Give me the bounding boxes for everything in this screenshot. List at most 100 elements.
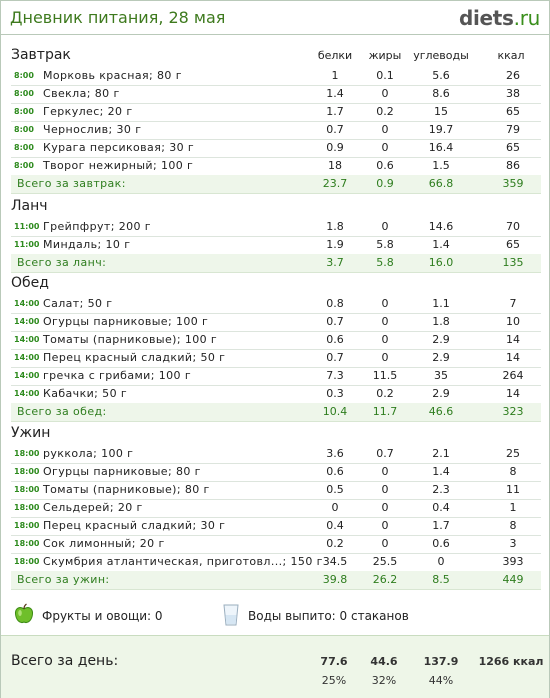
day-total-kcal: 1266 ккал (478, 655, 544, 668)
food-row[interactable]: 8:00 Морковь красная; 80 г 1 0.1 5.6 26 (11, 67, 541, 86)
food-name[interactable]: Перец красный сладкий; 50 г (43, 351, 226, 364)
food-name[interactable]: Салат; 50 г (43, 297, 113, 310)
meal-title: Завтрак (11, 47, 71, 63)
meal-total-fat: 26.2 (372, 573, 398, 586)
meal-total-label: Всего за обед: (17, 405, 107, 418)
meal-time: 14:00 (14, 335, 40, 344)
food-row[interactable]: 14:00 Перец красный сладкий; 50 г 0.7 0 2.9 1… (11, 349, 541, 368)
food-carbs: 0 (437, 555, 445, 568)
meal-time: 18:00 (14, 449, 40, 458)
food-name[interactable]: Сельдерей; 20 г (43, 501, 143, 514)
food-protein: 3.6 (326, 447, 344, 460)
food-name[interactable]: Скумбрия атлантическая, приготовл...; 15… (43, 555, 323, 568)
food-fat: 0 (381, 123, 389, 136)
food-name[interactable]: Сок лимонный; 20 г (43, 537, 165, 550)
food-name[interactable]: гречка с грибами; 100 г (43, 369, 192, 382)
food-row[interactable]: 8:00 Геркулес; 20 г 1.7 0.2 15 65 (11, 103, 541, 122)
food-carbs: 16.4 (428, 141, 454, 154)
food-fat: 0 (381, 519, 389, 532)
meal-total-row: Всего за завтрак: 23.7 0.9 66.8 359 (11, 175, 541, 194)
food-row[interactable]: 8:00 Курага персиковая; 30 г 0.9 0 16.4 65 (11, 139, 541, 158)
col-header-fat: жиры (368, 49, 402, 62)
meal-total-fat: 0.9 (376, 177, 394, 190)
food-name[interactable]: Огурцы парниковые; 80 г (43, 465, 201, 478)
food-kcal: 65 (506, 105, 520, 118)
food-row[interactable]: 18:00 Скумбрия атлантическая, приготовл..… (11, 553, 541, 572)
meal-time: 8:00 (14, 161, 34, 170)
food-protein: 1.8 (326, 220, 344, 233)
food-row[interactable]: 18:00 Сельдерей; 20 г 0 0 0.4 1 (11, 499, 541, 518)
food-name[interactable]: Морковь красная; 80 г (43, 69, 182, 82)
food-row[interactable]: 18:00 Томаты (парниковые); 80 г 0.5 0 2.3 11 (11, 481, 541, 500)
food-kcal: 65 (506, 141, 520, 154)
food-name[interactable]: Перец красный сладкий; 30 г (43, 519, 226, 532)
food-row[interactable]: 11:00 Миндаль; 10 г 1.9 5.8 1.4 65 (11, 236, 541, 255)
food-carbs: 1.4 (432, 238, 450, 251)
food-row[interactable]: 18:00 Сок лимонный; 20 г 0.2 0 0.6 3 (11, 535, 541, 554)
col-header-protein: белки (317, 49, 353, 62)
food-row[interactable]: 14:00 Томаты (парниковые); 100 г 0.6 0 2.9 14 (11, 331, 541, 350)
food-protein: 0.9 (326, 141, 344, 154)
food-row[interactable]: 11:00 Грейпфрут; 200 г 1.8 0 14.6 70 (11, 218, 541, 237)
food-name[interactable]: Грейпфрут; 200 г (43, 220, 151, 233)
header: Дневник питания, 28 мая diets.ru (10, 6, 540, 30)
food-row[interactable]: 18:00 Огурцы парниковые; 80 г 0.6 0 1.4 8 (11, 463, 541, 482)
food-row[interactable]: 8:00 Творог нежирный; 100 г 18 0.6 1.5 86 (11, 157, 541, 176)
meal-title: Обед (11, 275, 49, 291)
food-carbs: 15 (434, 105, 448, 118)
food-carbs: 0.4 (432, 501, 450, 514)
meal-total-kcal: 135 (502, 256, 524, 269)
extras-row: Фрукты и овощи: 0 Воды выпито: 0 стакано… (1, 601, 549, 631)
food-name[interactable]: Миндаль; 10 г (43, 238, 131, 251)
food-carbs: 1.1 (432, 297, 450, 310)
food-row[interactable]: 14:00 Кабачки; 50 г 0.3 0.2 2.9 14 (11, 385, 541, 404)
food-fat: 0 (381, 333, 389, 346)
food-carbs: 5.6 (432, 69, 450, 82)
food-kcal: 38 (506, 87, 520, 100)
food-name[interactable]: руккола; 100 г (43, 447, 134, 460)
site-logo[interactable]: diets.ru (459, 6, 540, 30)
meal-total-carbs: 66.8 (428, 177, 454, 190)
food-name[interactable]: Свекла; 80 г (43, 87, 120, 100)
food-protein: 1 (331, 69, 339, 82)
food-kcal: 70 (506, 220, 520, 233)
food-protein: 0.6 (326, 465, 344, 478)
food-kcal: 8 (509, 519, 517, 532)
food-kcal: 14 (506, 333, 520, 346)
meal-time: 14:00 (14, 371, 40, 380)
meal-time: 14:00 (14, 389, 40, 398)
food-kcal: 11 (506, 483, 520, 496)
food-row[interactable]: 8:00 Свекла; 80 г 1.4 0 8.6 38 (11, 85, 541, 104)
food-name[interactable]: Кабачки; 50 г (43, 387, 128, 400)
food-row[interactable]: 18:00 руккола; 100 г 3.6 0.7 2.1 25 (11, 445, 541, 464)
food-fat: 0 (381, 537, 389, 550)
food-row[interactable]: 14:00 гречка с грибами; 100 г 7.3 11.5 35 264 (11, 367, 541, 386)
food-name[interactable]: Томаты (парниковые); 80 г (43, 483, 210, 496)
meal-time: 18:00 (14, 521, 40, 530)
meal-total-carbs: 46.6 (428, 405, 454, 418)
food-row[interactable]: 18:00 Перец красный сладкий; 30 г 0.4 0 1.7 8 (11, 517, 541, 536)
food-carbs: 2.9 (432, 333, 450, 346)
food-fat: 0 (381, 501, 389, 514)
food-row[interactable]: 14:00 Салат; 50 г 0.8 0 1.1 7 (11, 295, 541, 314)
food-row[interactable]: 8:00 Чернослив; 30 г 0.7 0 19.7 79 (11, 121, 541, 140)
food-fat: 0 (381, 315, 389, 328)
food-name[interactable]: Огурцы парниковые; 100 г (43, 315, 209, 328)
food-name[interactable]: Томаты (парниковые); 100 г (43, 333, 218, 346)
food-name[interactable]: Курага персиковая; 30 г (43, 141, 195, 154)
food-name[interactable]: Геркулес; 20 г (43, 105, 133, 118)
food-name[interactable]: Чернослив; 30 г (43, 123, 142, 136)
meal-total-fat: 11.7 (372, 405, 398, 418)
meal-time: 14:00 (14, 317, 40, 326)
food-protein: 1.9 (326, 238, 344, 251)
food-name[interactable]: Творог нежирный; 100 г (43, 159, 194, 172)
day-total-protein: 77.6 (320, 655, 348, 668)
day-pct-fat: 32% (371, 674, 397, 687)
food-fat: 0 (381, 351, 389, 364)
food-carbs: 0.6 (432, 537, 450, 550)
food-protein: 0.2 (326, 537, 344, 550)
food-kcal: 86 (506, 159, 520, 172)
food-protein: 0.6 (326, 333, 344, 346)
food-protein: 0.7 (326, 315, 344, 328)
food-row[interactable]: 14:00 Огурцы парниковые; 100 г 0.7 0 1.8 10 (11, 313, 541, 332)
